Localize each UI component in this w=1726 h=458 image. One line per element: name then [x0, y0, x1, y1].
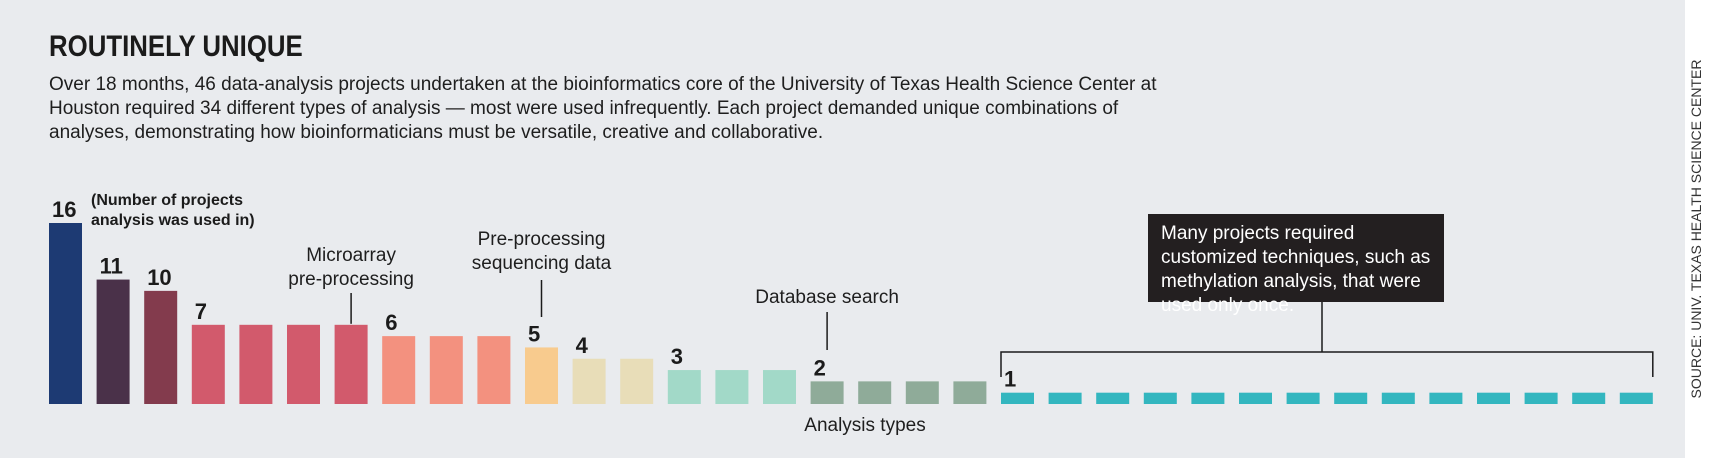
bar [1096, 392, 1130, 404]
bar-value-label: 3 [671, 344, 683, 369]
annotation-label: Pre-processing [478, 229, 606, 250]
bar [858, 381, 892, 404]
bar-value-label: 5 [528, 321, 540, 346]
bar [1572, 392, 1606, 404]
figure-title: ROUTINELY UNIQUE [49, 30, 303, 63]
figure-description: Over 18 months, 46 data-analysis project… [49, 74, 1157, 143]
bar-value-label: 16 [52, 197, 76, 222]
x-axis-label: Analysis types [804, 415, 925, 436]
bar [382, 336, 416, 404]
bar-value-label: 7 [195, 299, 207, 324]
source-credit: SOURCE: UNIV. TEXAS HEALTH SCIENCE CENTE… [1688, 59, 1704, 399]
bar [477, 336, 511, 404]
bar-value-label: 6 [385, 310, 397, 335]
bar-value-label: 4 [576, 333, 589, 358]
single-use-callout: Many projects required customized techni… [1148, 214, 1444, 316]
bar [1286, 392, 1320, 404]
bar [1381, 392, 1415, 404]
bar [715, 370, 749, 404]
bar [96, 279, 130, 404]
bar [49, 223, 82, 404]
bar [763, 370, 796, 404]
bar [572, 358, 606, 404]
bar [1619, 392, 1653, 404]
bar [1429, 392, 1463, 404]
bar [144, 290, 178, 404]
bar [1191, 392, 1225, 404]
bar [429, 336, 463, 404]
bar [620, 358, 654, 404]
bar [905, 381, 939, 404]
single-use-bracket [1000, 351, 1654, 377]
value-legend-note: analysis was used in) [91, 212, 255, 229]
bar [1524, 392, 1558, 404]
bar [1048, 392, 1082, 404]
bar [191, 324, 225, 404]
bar [1001, 392, 1034, 404]
annotation-label: sequencing data [472, 253, 612, 274]
bar-value-label: 11 [100, 254, 123, 279]
bar-value-label: 2 [814, 355, 826, 380]
bar-value-label: 10 [147, 265, 171, 290]
bar [525, 347, 558, 404]
value-legend-note: (Number of projects [91, 192, 243, 209]
annotation-label: Database search [755, 287, 899, 308]
bar [1239, 392, 1272, 404]
bar [334, 324, 368, 404]
annotation-label: Microarray [306, 245, 396, 266]
bar [1334, 392, 1368, 404]
bar [1477, 392, 1510, 404]
bar [239, 324, 273, 404]
bar [287, 324, 320, 404]
bar [667, 370, 701, 404]
bar [953, 381, 987, 404]
bar [1143, 392, 1177, 404]
bar-value-label: 1 [1004, 367, 1016, 392]
bar [810, 381, 844, 404]
annotation-label: pre-processing [288, 269, 414, 290]
